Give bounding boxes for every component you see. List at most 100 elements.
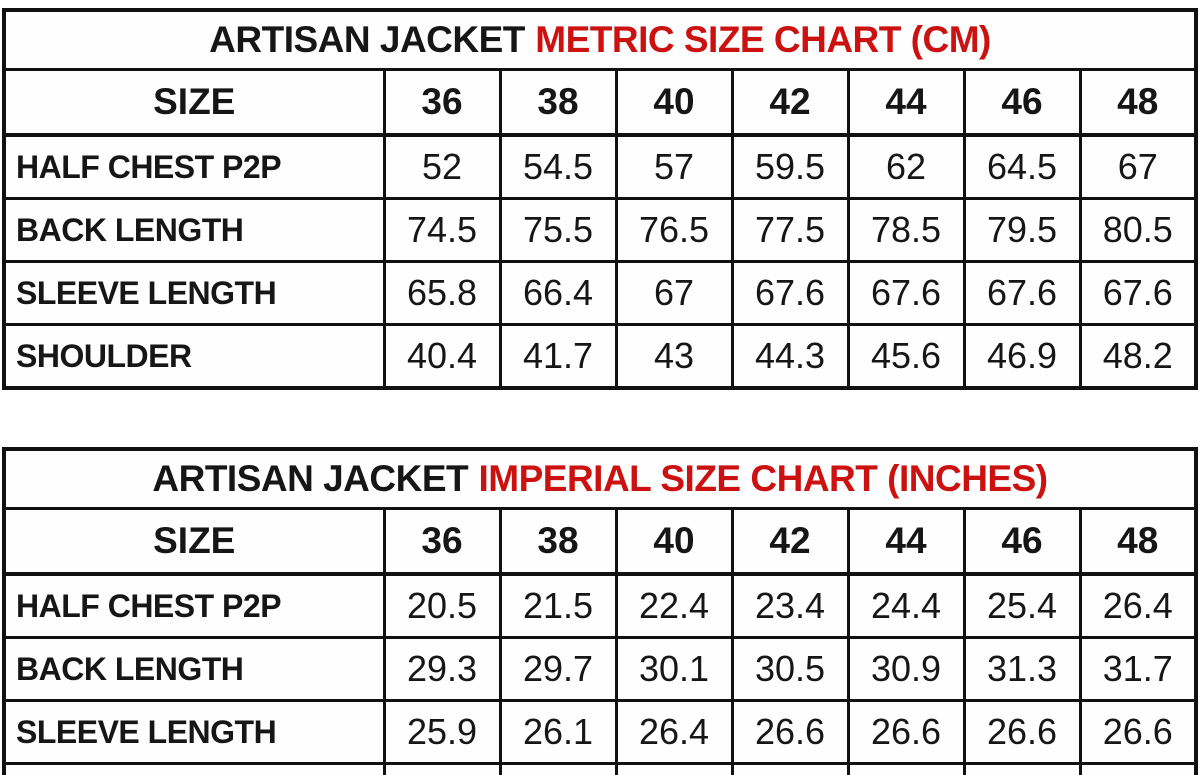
row-label: SLEEVE LENGTH (2, 699, 386, 765)
data-cell: 31.7 (1078, 636, 1198, 702)
data-cell: 67 (1078, 133, 1198, 200)
data-cell: 16.4 (498, 762, 618, 775)
data-cell: 26.6 (730, 699, 850, 765)
metric-row-sleeve-length: SLEEVE LENGTH 65.8 66.4 67 67.6 67.6 67.… (2, 260, 1198, 326)
data-cell: 25.4 (962, 572, 1082, 639)
data-cell: 26.4 (614, 699, 734, 765)
row-label: BACK LENGTH (2, 636, 386, 702)
row-label: HALF CHEST P2P (2, 572, 386, 639)
data-cell: 67.6 (1078, 260, 1198, 326)
data-cell: 44.3 (730, 323, 850, 390)
metric-header-size-48: 48 (1078, 68, 1198, 137)
data-cell: 64.5 (962, 133, 1082, 200)
data-cell: 41.7 (498, 323, 618, 390)
data-cell: 24.4 (846, 572, 966, 639)
data-cell: 76.5 (614, 197, 734, 263)
metric-table-title: ARTISAN JACKET METRIC SIZE CHART (CM) (2, 8, 1198, 71)
data-cell: 21.5 (498, 572, 618, 639)
imperial-header-size-48: 48 (1078, 507, 1198, 576)
row-label: BACK LENGTH (2, 197, 386, 263)
data-cell: 26.6 (962, 699, 1082, 765)
data-cell: 18.0 (846, 762, 966, 775)
data-cell: 26.1 (498, 699, 618, 765)
data-cell: 67.6 (962, 260, 1082, 326)
data-cell: 79.5 (962, 197, 1082, 263)
data-cell: 48.2 (1078, 323, 1198, 390)
metric-title-row: ARTISAN JACKET METRIC SIZE CHART (CM) (2, 8, 1198, 71)
imperial-title-product: ARTISAN JACKET (152, 458, 469, 499)
data-cell: 67 (614, 260, 734, 326)
imperial-size-table: ARTISAN JACKET IMPERIAL SIZE CHART (INCHE… (2, 447, 1198, 775)
row-label: HALF CHEST P2P (2, 133, 386, 200)
imperial-title-variant: IMPERIAL SIZE CHART (INCHES) (478, 458, 1048, 499)
data-cell: 30.5 (730, 636, 850, 702)
data-cell: 66.4 (498, 260, 618, 326)
data-cell: 22.4 (614, 572, 734, 639)
data-cell: 19.0 (1078, 762, 1198, 775)
metric-header-size-38: 38 (498, 68, 618, 137)
data-cell: 18.5 (962, 762, 1082, 775)
data-cell: 31.3 (962, 636, 1082, 702)
data-cell: 16.9 (614, 762, 734, 775)
row-label: SHOULDER (2, 323, 386, 390)
imperial-header-size-42: 42 (730, 507, 850, 576)
imperial-header-size-46: 46 (962, 507, 1082, 576)
imperial-row-sleeve-length: SLEEVE LENGTH 25.9 26.1 26.4 26.6 26.6 2… (2, 699, 1198, 765)
metric-header-size-40: 40 (614, 68, 734, 137)
data-cell: 67.6 (730, 260, 850, 326)
metric-header-row: SIZE 36 38 40 42 44 46 48 (2, 68, 1198, 137)
metric-size-table: ARTISAN JACKET METRIC SIZE CHART (CM) SIZ… (2, 8, 1198, 390)
data-cell: 26.6 (846, 699, 966, 765)
metric-header-size-44: 44 (846, 68, 966, 137)
imperial-header-size-label: SIZE (2, 507, 386, 576)
metric-title-variant: METRIC SIZE CHART (CM) (535, 19, 991, 60)
metric-row-half-chest: HALF CHEST P2P 52 54.5 57 59.5 62 64.5 6… (2, 133, 1198, 200)
imperial-header-size-38: 38 (498, 507, 618, 576)
imperial-header-row: SIZE 36 38 40 42 44 46 48 (2, 507, 1198, 576)
data-cell: 17.4 (730, 762, 850, 775)
row-label: SHOULDER (2, 762, 386, 775)
data-cell: 54.5 (498, 133, 618, 200)
data-cell: 77.5 (730, 197, 850, 263)
imperial-row-half-chest: HALF CHEST P2P 20.5 21.5 22.4 23.4 24.4 … (2, 572, 1198, 639)
imperial-header-size-44: 44 (846, 507, 966, 576)
data-cell: 43 (614, 323, 734, 390)
data-cell: 59.5 (730, 133, 850, 200)
imperial-table-title: ARTISAN JACKET IMPERIAL SIZE CHART (INCHE… (2, 447, 1198, 510)
data-cell: 80.5 (1078, 197, 1198, 263)
row-label: SLEEVE LENGTH (2, 260, 386, 326)
metric-title-product: ARTISAN JACKET (209, 19, 525, 60)
data-cell: 30.1 (614, 636, 734, 702)
data-cell: 20.5 (382, 572, 502, 639)
data-cell: 40.4 (382, 323, 502, 390)
metric-row-shoulder: SHOULDER 40.4 41.7 43 44.3 45.6 46.9 48.… (2, 323, 1198, 390)
imperial-title-row: ARTISAN JACKET IMPERIAL SIZE CHART (INCHE… (2, 447, 1198, 510)
data-cell: 45.6 (846, 323, 966, 390)
metric-header-size-36: 36 (382, 68, 502, 137)
data-cell: 26.4 (1078, 572, 1198, 639)
data-cell: 26.6 (1078, 699, 1198, 765)
metric-header-size-46: 46 (962, 68, 1082, 137)
data-cell: 46.9 (962, 323, 1082, 390)
data-cell: 65.8 (382, 260, 502, 326)
data-cell: 15.9 (382, 762, 502, 775)
metric-header-size-label: SIZE (2, 68, 386, 137)
data-cell: 25.9 (382, 699, 502, 765)
imperial-header-size-40: 40 (614, 507, 734, 576)
imperial-header-size-36: 36 (382, 507, 502, 576)
data-cell: 29.3 (382, 636, 502, 702)
imperial-row-shoulder: SHOULDER 15.9 16.4 16.9 17.4 18.0 18.5 1… (2, 762, 1198, 775)
data-cell: 23.4 (730, 572, 850, 639)
data-cell: 52 (382, 133, 502, 200)
data-cell: 29.7 (498, 636, 618, 702)
data-cell: 57 (614, 133, 734, 200)
data-cell: 74.5 (382, 197, 502, 263)
data-cell: 75.5 (498, 197, 618, 263)
data-cell: 62 (846, 133, 966, 200)
imperial-row-back-length: BACK LENGTH 29.3 29.7 30.1 30.5 30.9 31.… (2, 636, 1198, 702)
metric-header-size-42: 42 (730, 68, 850, 137)
data-cell: 67.6 (846, 260, 966, 326)
data-cell: 30.9 (846, 636, 966, 702)
data-cell: 78.5 (846, 197, 966, 263)
